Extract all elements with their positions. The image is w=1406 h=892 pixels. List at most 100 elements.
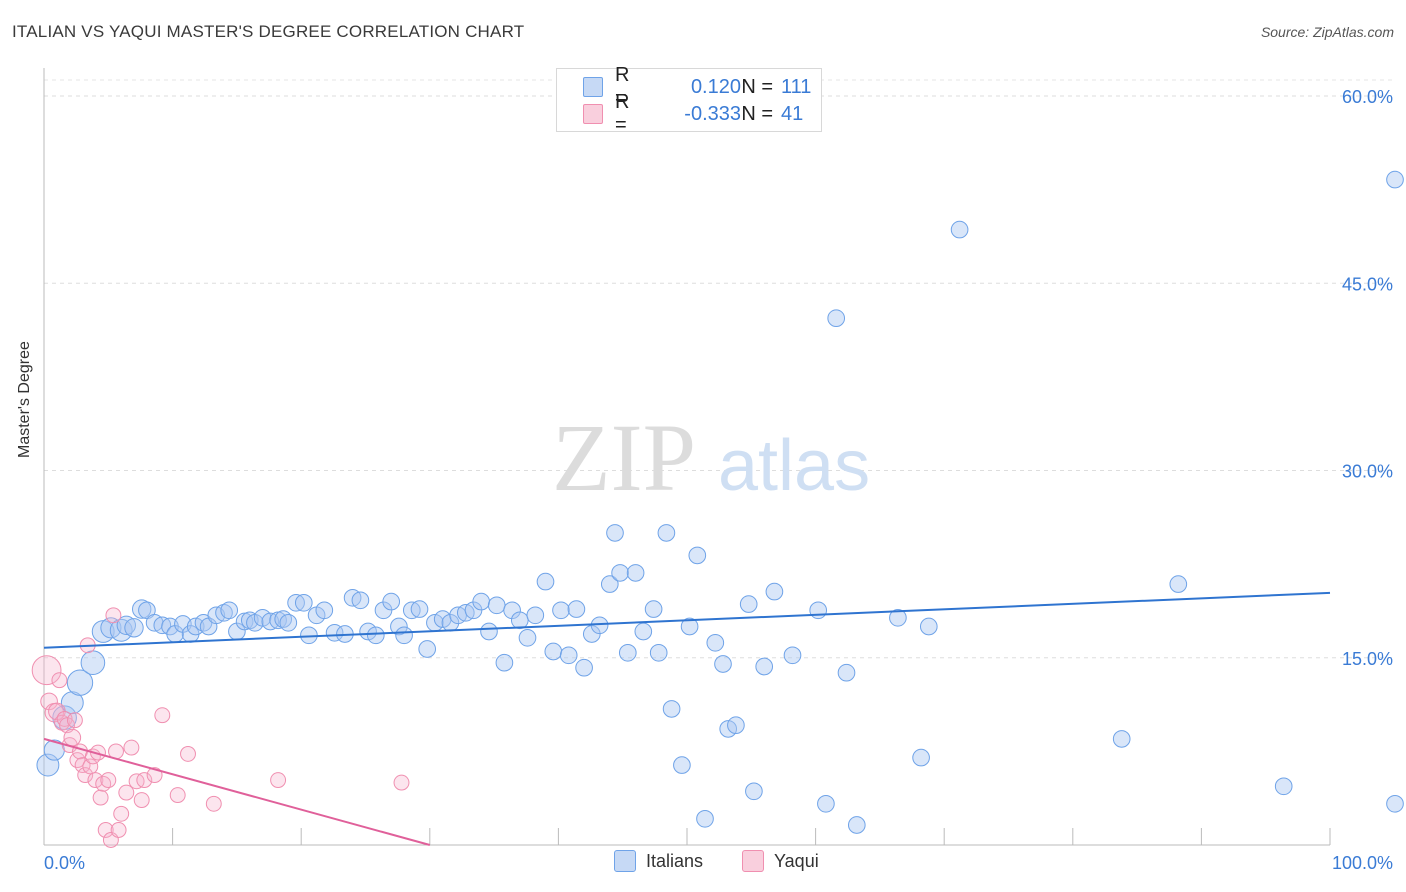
point-italians xyxy=(552,601,570,620)
point-yaqui xyxy=(105,607,122,624)
point-italians xyxy=(544,642,563,661)
point-italians xyxy=(755,657,774,676)
point-italians xyxy=(287,593,305,612)
r-label: R = xyxy=(615,91,630,136)
point-italians xyxy=(132,599,152,619)
point-italians xyxy=(618,643,637,662)
tick-labels: 15.0% 30.0% 45.0% 60.0% 0.0% 100.0% xyxy=(44,87,1393,873)
point-italians xyxy=(66,669,94,696)
point-italians xyxy=(567,600,586,618)
n-value: 41 xyxy=(781,102,804,125)
point-italians xyxy=(91,620,115,643)
legend-swatch-yaqui xyxy=(583,104,603,124)
r-value: -0.333 xyxy=(684,102,741,125)
legend-item-yaqui: Yaqui xyxy=(742,850,819,872)
point-italians xyxy=(649,643,668,662)
point-italians xyxy=(510,611,529,630)
point-italians xyxy=(366,626,385,645)
y-tick-label: 15.0% xyxy=(1342,649,1393,669)
point-italians xyxy=(418,640,437,658)
point-yaqui xyxy=(66,712,83,729)
point-italians xyxy=(644,600,663,618)
n-value: 111 xyxy=(781,75,812,98)
point-italians xyxy=(487,596,506,615)
trend-lines xyxy=(43,591,1331,846)
x-tick-label: 100.0% xyxy=(1332,853,1393,873)
r-label: R = xyxy=(615,64,630,109)
point-italians xyxy=(590,616,609,635)
point-italians xyxy=(919,617,938,636)
point-yaqui xyxy=(113,805,130,822)
legend-swatch-italians xyxy=(614,850,636,872)
legend-item-italians: Italians xyxy=(614,850,703,872)
point-yaqui xyxy=(51,672,68,689)
point-italians xyxy=(783,646,802,665)
r-value: 0.120 xyxy=(690,75,741,98)
point-yaqui xyxy=(63,728,82,747)
point-yaqui xyxy=(133,792,150,809)
point-italians xyxy=(606,524,624,542)
point-italians xyxy=(889,608,907,627)
n-label: N = xyxy=(741,75,773,98)
trend-line-italians xyxy=(43,591,1331,649)
point-yaqui xyxy=(123,739,140,756)
point-yaqui xyxy=(100,772,117,789)
point-yaqui xyxy=(31,655,62,686)
data-points xyxy=(31,170,1404,848)
point-yaqui xyxy=(118,784,135,801)
legend-swatch-yaqui xyxy=(742,850,764,872)
chart-title: ITALIAN VS YAQUI MASTER'S DEGREE CORRELA… xyxy=(12,22,525,41)
legend-swatch-italians xyxy=(583,77,603,97)
point-italians xyxy=(351,591,370,610)
y-tick-label: 60.0% xyxy=(1342,87,1393,107)
point-yaqui xyxy=(110,822,127,838)
source-label: Source: ZipAtlas.com xyxy=(1260,24,1394,40)
watermark-atlas: atlas xyxy=(718,426,870,506)
x-tick-label: 0.0% xyxy=(44,853,85,873)
point-italians xyxy=(809,601,828,620)
point-italians xyxy=(706,633,725,652)
point-yaqui xyxy=(136,772,153,789)
point-italians xyxy=(1386,794,1404,813)
point-italians xyxy=(634,622,653,641)
point-italians xyxy=(662,700,681,718)
point-italians xyxy=(124,618,144,638)
point-italians xyxy=(600,575,619,593)
point-italians xyxy=(673,756,691,774)
point-italians xyxy=(696,809,714,828)
legend-label-italians: Italians xyxy=(646,850,704,871)
point-italians xyxy=(680,617,699,636)
point-italians xyxy=(611,564,629,582)
watermark-zip: ZIP xyxy=(552,404,696,511)
point-yaqui xyxy=(169,787,186,804)
point-yaqui xyxy=(393,774,410,791)
point-italians xyxy=(739,595,758,613)
gridlines xyxy=(44,79,1395,659)
point-italians xyxy=(817,794,835,813)
point-italians xyxy=(153,616,172,635)
point-italians xyxy=(1386,170,1404,189)
y-axis-label: Master's Degree xyxy=(16,341,33,458)
point-yaqui xyxy=(270,772,287,789)
point-italians xyxy=(294,593,313,612)
point-italians xyxy=(402,601,421,620)
point-yaqui xyxy=(205,795,222,812)
point-italians xyxy=(472,592,491,611)
point-italians xyxy=(80,650,106,676)
axes xyxy=(43,68,1331,846)
point-italians xyxy=(765,582,784,601)
point-italians xyxy=(395,626,413,645)
point-italians xyxy=(536,572,555,591)
point-italians xyxy=(109,618,133,642)
y-tick-label: 30.0% xyxy=(1342,462,1393,482)
point-yaqui xyxy=(77,767,94,784)
point-italians xyxy=(1112,730,1131,748)
point-italians xyxy=(279,613,298,632)
point-italians xyxy=(215,603,233,622)
point-italians xyxy=(1274,777,1293,796)
point-italians xyxy=(950,220,969,239)
n-label: N = xyxy=(741,102,773,125)
point-italians xyxy=(657,524,676,542)
watermark: ZIP atlas xyxy=(552,404,870,511)
